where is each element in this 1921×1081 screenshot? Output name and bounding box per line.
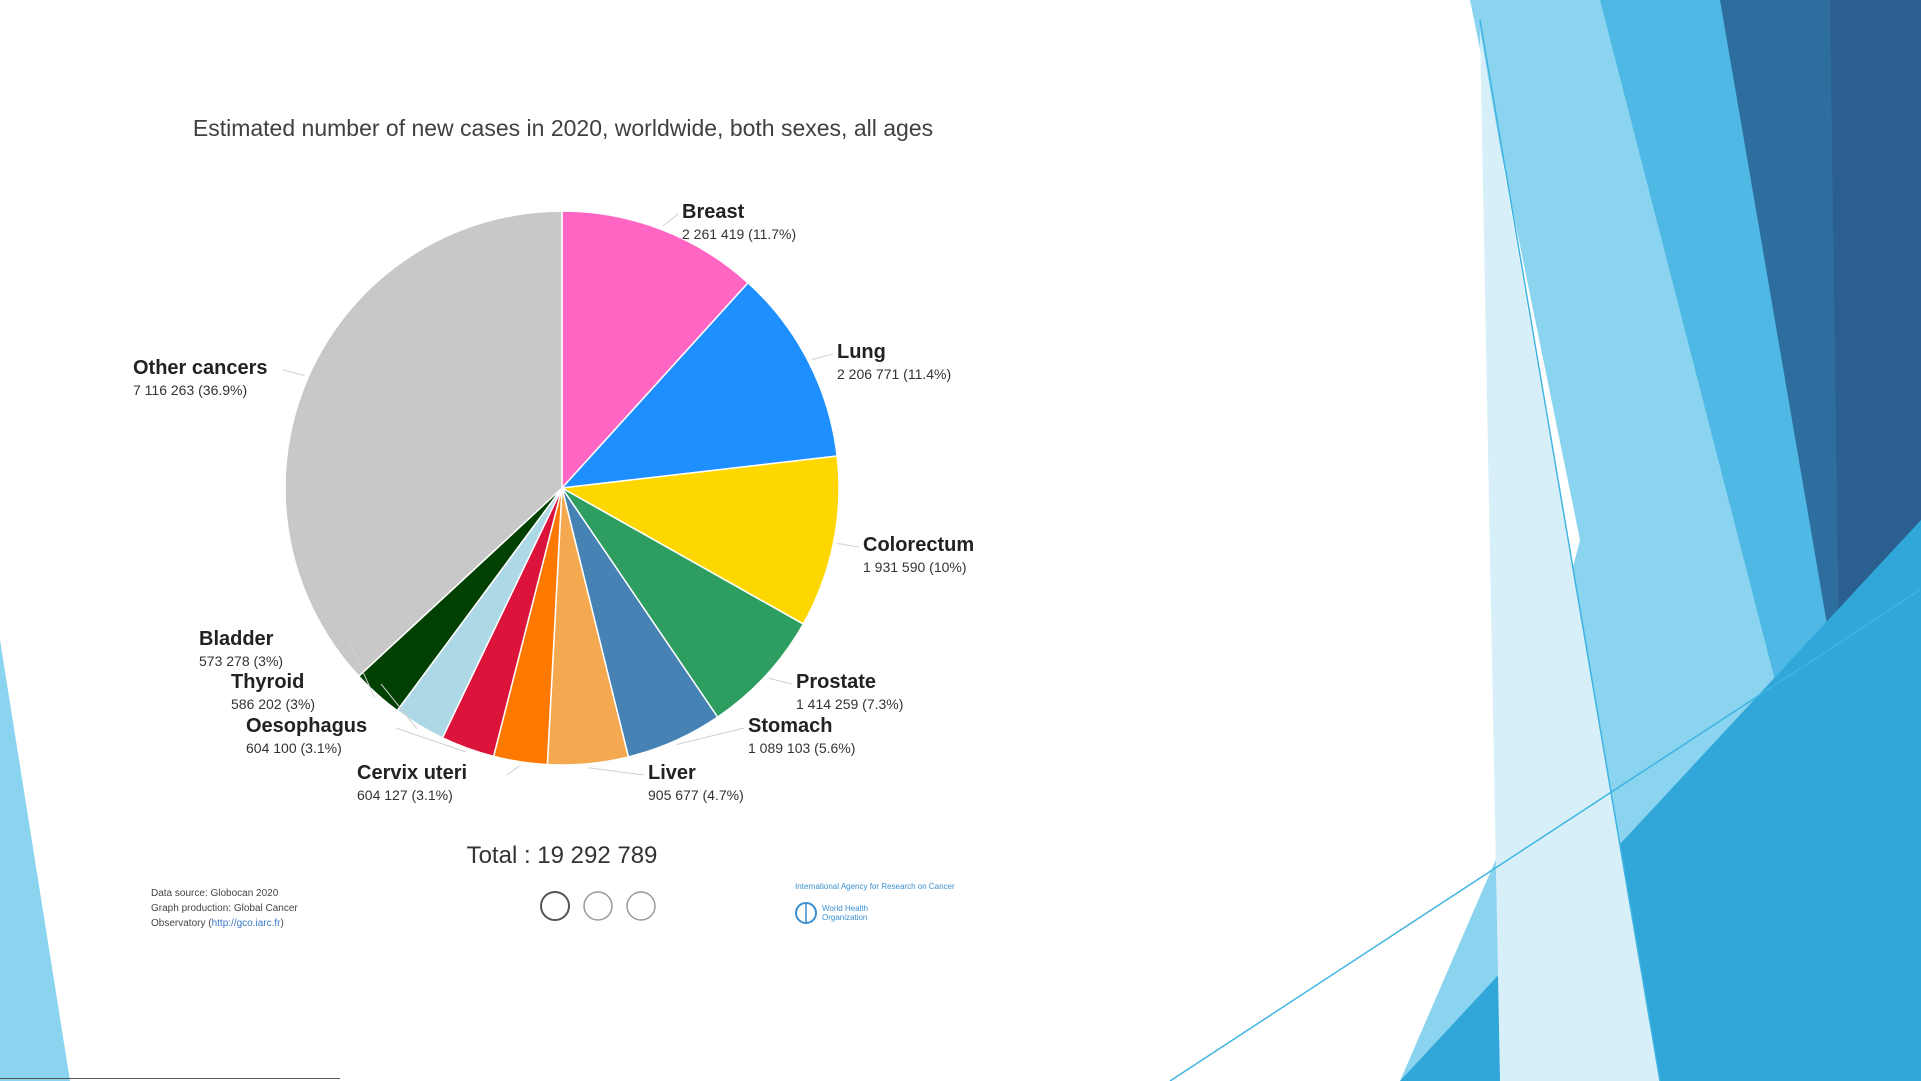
thin-diagonal-2 bbox=[1169, 589, 1921, 1081]
leader-line-liver bbox=[588, 767, 645, 776]
source-line-2: Graph production: Global Cancer bbox=[151, 903, 298, 914]
label-value-stomach: 1 089 103 (5.6%) bbox=[748, 740, 855, 756]
slice-prostate bbox=[561, 487, 805, 719]
label-name-colorectum: Colorectum bbox=[863, 534, 974, 556]
total-label: Total : 19 292 789 bbox=[467, 842, 658, 869]
who-logo-line-2: Organization bbox=[822, 913, 867, 922]
leader-line-colorectum bbox=[837, 543, 860, 548]
leader-line-other-cancers bbox=[282, 369, 305, 376]
source-link[interactable]: http://gco.iarc.fr bbox=[212, 918, 282, 929]
label-name-other-cancers: Other cancers bbox=[133, 357, 268, 379]
label-value-cervix-uteri: 604 127 (3.1%) bbox=[357, 787, 453, 803]
pagination-dots bbox=[540, 891, 656, 921]
label-name-cervix-uteri: Cervix uteri bbox=[357, 762, 467, 784]
leader-line-prostate bbox=[768, 677, 793, 685]
label-value-other-cancers: 7 116 263 (36.9%) bbox=[133, 382, 247, 398]
leader-line-oesophagus bbox=[395, 727, 467, 753]
slice-labels: Breast 2 261 419 (11.7%) Lung 2 206 771 (11… bbox=[133, 201, 974, 803]
leader-line-thyroid bbox=[380, 683, 418, 730]
label-value-colorectum: 1 931 590 (10%) bbox=[863, 559, 967, 575]
label-name-prostate: Prostate bbox=[796, 671, 876, 693]
label-name-lung: Lung bbox=[837, 341, 886, 363]
label-name-thyroid: Thyroid bbox=[231, 671, 304, 693]
page-dot-2[interactable] bbox=[583, 891, 613, 921]
agency-logos: International Agency for Research on Can… bbox=[795, 882, 955, 924]
source-line-3: Observatory (http://gco.iarc.fr) bbox=[151, 918, 284, 929]
label-value-bladder: 573 278 (3%) bbox=[199, 653, 283, 669]
thin-diagonal-1 bbox=[1479, 19, 1661, 1081]
leader-line-stomach bbox=[676, 727, 745, 746]
label-name-oesophagus: Oesophagus bbox=[246, 715, 367, 737]
page-dot-3[interactable] bbox=[626, 891, 656, 921]
label-name-breast: Breast bbox=[682, 201, 745, 223]
label-name-stomach: Stomach bbox=[748, 715, 832, 737]
label-value-thyroid: 586 202 (3%) bbox=[231, 696, 315, 712]
bottom-rule bbox=[0, 1078, 340, 1079]
label-name-liver: Liver bbox=[648, 762, 696, 784]
slice-lung bbox=[560, 281, 838, 489]
leader-line-lung bbox=[811, 353, 834, 360]
chart-title: Estimated number of new cases in 2020, w… bbox=[193, 115, 933, 141]
label-value-lung: 2 206 771 (11.4%) bbox=[837, 366, 951, 382]
page-dot-1[interactable] bbox=[540, 891, 570, 921]
left-edge-triangle bbox=[0, 640, 70, 1081]
data-source: Data source: Globocan 2020 Graph product… bbox=[151, 888, 298, 929]
slice-other-cancers bbox=[284, 210, 563, 678]
leader-line-cervix-uteri bbox=[506, 765, 520, 776]
slice-breast bbox=[561, 210, 750, 490]
leader-line-bladder bbox=[348, 640, 375, 698]
source-line-1: Data source: Globocan 2020 bbox=[151, 888, 279, 899]
slice-colorectum bbox=[559, 455, 840, 626]
label-value-liver: 905 677 (4.7%) bbox=[648, 787, 744, 803]
who-logo-line-1: World Health bbox=[822, 904, 868, 913]
pie-slices bbox=[284, 210, 840, 766]
right-panel-navy bbox=[1830, 0, 1921, 720]
leader-line-breast bbox=[662, 213, 679, 227]
who-emblem-icon bbox=[795, 902, 817, 924]
label-value-breast: 2 261 419 (11.7%) bbox=[682, 226, 796, 242]
label-name-bladder: Bladder bbox=[199, 628, 274, 650]
iarc-logo-text: International Agency for Research on Can… bbox=[795, 882, 955, 891]
label-value-oesophagus: 604 100 (3.1%) bbox=[246, 740, 342, 756]
label-value-prostate: 1 414 259 (7.3%) bbox=[796, 696, 903, 712]
